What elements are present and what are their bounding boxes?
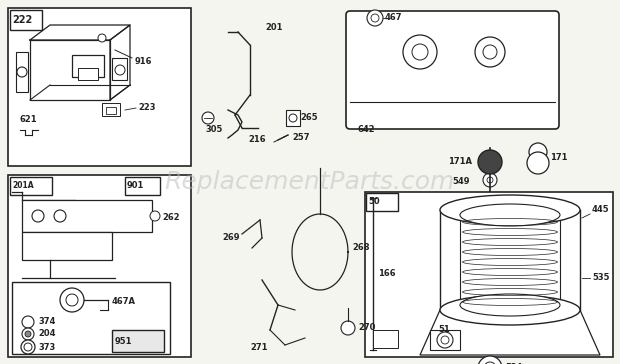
Bar <box>8 175 191 357</box>
Circle shape <box>341 321 355 335</box>
Bar <box>365 192 613 357</box>
Bar <box>22 232 112 260</box>
Circle shape <box>484 362 496 364</box>
Circle shape <box>483 45 497 59</box>
Text: 467A: 467A <box>112 297 136 306</box>
Circle shape <box>32 210 44 222</box>
Text: 223: 223 <box>138 103 156 112</box>
Text: 265: 265 <box>300 114 317 123</box>
Text: 642: 642 <box>358 126 376 135</box>
Text: 549: 549 <box>452 178 469 186</box>
Circle shape <box>403 35 437 69</box>
Circle shape <box>150 211 160 221</box>
Bar <box>366 193 398 211</box>
Circle shape <box>60 288 84 312</box>
Bar <box>12 282 170 354</box>
Bar <box>10 177 52 195</box>
Text: 216: 216 <box>248 135 265 145</box>
Circle shape <box>367 10 383 26</box>
Bar <box>286 110 300 126</box>
Circle shape <box>478 150 502 174</box>
Circle shape <box>487 177 493 183</box>
Text: 305: 305 <box>205 126 223 135</box>
Bar <box>72 55 104 77</box>
FancyBboxPatch shape <box>346 11 559 129</box>
Circle shape <box>478 356 502 364</box>
Text: 171A: 171A <box>448 158 472 166</box>
Circle shape <box>371 14 379 22</box>
Circle shape <box>475 37 505 67</box>
Bar <box>106 107 116 114</box>
Text: 374: 374 <box>38 317 55 327</box>
Text: 467: 467 <box>385 13 402 23</box>
Ellipse shape <box>460 294 560 316</box>
Text: 270: 270 <box>358 324 375 332</box>
Bar <box>125 177 160 195</box>
Bar <box>78 68 98 80</box>
Circle shape <box>289 114 297 122</box>
Bar <box>430 330 460 350</box>
Circle shape <box>25 331 31 337</box>
Text: 262: 262 <box>162 214 180 222</box>
Text: 916: 916 <box>135 58 153 67</box>
Circle shape <box>21 340 35 354</box>
Circle shape <box>527 152 549 174</box>
Circle shape <box>529 143 547 161</box>
Text: 621: 621 <box>20 115 38 124</box>
Circle shape <box>22 328 34 340</box>
Circle shape <box>24 343 32 351</box>
Circle shape <box>441 336 449 344</box>
Text: 271: 271 <box>250 344 267 352</box>
Bar <box>112 330 164 352</box>
Polygon shape <box>420 310 600 355</box>
Circle shape <box>483 173 497 187</box>
Text: 269: 269 <box>222 233 239 242</box>
Bar <box>16 52 28 92</box>
Circle shape <box>437 332 453 348</box>
Text: 222: 222 <box>12 15 32 25</box>
Ellipse shape <box>440 295 580 325</box>
Bar <box>22 200 152 232</box>
Text: 535: 535 <box>592 273 609 282</box>
Circle shape <box>412 44 428 60</box>
Text: 201A: 201A <box>12 182 33 190</box>
Text: 201: 201 <box>265 24 283 32</box>
Text: 268: 268 <box>352 244 370 253</box>
Bar <box>10 10 42 30</box>
Text: 204: 204 <box>38 329 56 339</box>
Circle shape <box>22 316 34 328</box>
Ellipse shape <box>460 204 560 226</box>
Text: 901: 901 <box>127 182 144 190</box>
Text: 951: 951 <box>115 336 133 345</box>
Circle shape <box>17 67 27 77</box>
Circle shape <box>115 65 125 75</box>
Text: ReplacementParts.com: ReplacementParts.com <box>165 170 455 194</box>
Circle shape <box>98 34 106 42</box>
Bar <box>8 8 191 166</box>
Text: 166: 166 <box>378 269 396 278</box>
Bar <box>102 103 120 116</box>
Circle shape <box>54 210 66 222</box>
Text: 445: 445 <box>592 206 609 214</box>
Ellipse shape <box>440 195 580 225</box>
Circle shape <box>66 294 78 306</box>
Text: 171: 171 <box>550 153 567 162</box>
Circle shape <box>202 112 214 124</box>
Text: 51: 51 <box>438 325 450 335</box>
Bar <box>373 330 398 348</box>
Text: 257: 257 <box>292 134 309 142</box>
Text: 373: 373 <box>38 343 55 352</box>
Bar <box>112 58 127 80</box>
Text: 50: 50 <box>368 198 379 206</box>
